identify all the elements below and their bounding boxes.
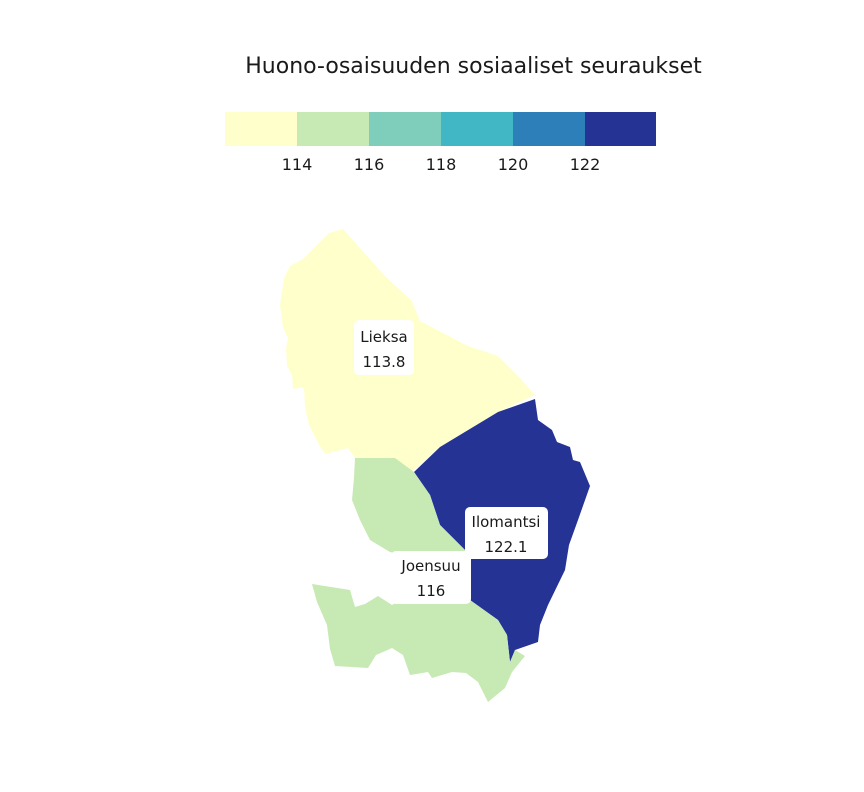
legend: 114 116 118 120 122 xyxy=(225,112,656,174)
region-labels: Lieksa 113.8 Ilomantsi 122.1 Joensuu 116 xyxy=(354,320,548,604)
legend-tick-label: 120 xyxy=(498,155,529,174)
legend-swatch xyxy=(225,112,297,146)
map-regions xyxy=(280,229,590,702)
label-lieksa-name: Lieksa xyxy=(360,328,407,346)
region-joensuu[interactable] xyxy=(312,458,525,702)
legend-tick-label: 114 xyxy=(282,155,313,174)
label-ilomantsi: Ilomantsi 122.1 xyxy=(465,507,548,559)
legend-tick-label: 116 xyxy=(354,155,385,174)
legend-tick-label: 122 xyxy=(570,155,601,174)
label-lieksa-value: 113.8 xyxy=(363,353,406,371)
label-lieksa: Lieksa 113.8 xyxy=(354,320,414,375)
label-ilomantsi-name: Ilomantsi xyxy=(472,513,541,531)
label-ilomantsi-value: 122.1 xyxy=(485,538,528,556)
legend-swatch xyxy=(441,112,513,146)
label-joensuu-value: 116 xyxy=(417,582,446,600)
legend-swatch xyxy=(369,112,441,146)
label-joensuu: Joensuu 116 xyxy=(391,551,471,604)
legend-tick-label: 118 xyxy=(426,155,457,174)
legend-swatch xyxy=(513,112,585,146)
map-title: Huono-osaisuuden sosiaaliset seuraukset xyxy=(245,54,702,79)
label-joensuu-name: Joensuu xyxy=(400,557,460,575)
legend-swatch xyxy=(297,112,369,146)
legend-swatch xyxy=(585,112,656,146)
